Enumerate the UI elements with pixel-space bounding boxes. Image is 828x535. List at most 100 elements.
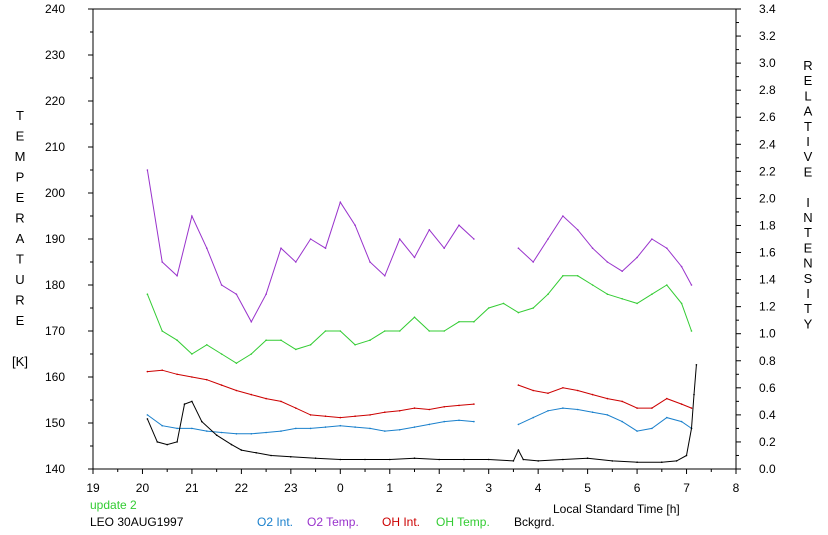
series-point-oh-temp [280,339,282,342]
y-right-label-char: E [804,164,813,179]
y-right-tick-label: 0.0 [759,462,776,476]
series-point-oh-temp [651,293,653,296]
series-point-oh-int [413,407,416,409]
series-point-oh-temp [206,344,208,346]
series-point-oh-temp [666,284,668,286]
series-point-o2-temp [547,238,549,240]
y-right-label-char: V [804,149,813,164]
y-right-tick-label: 1.0 [759,327,776,341]
x-tick-label: 1 [386,481,393,495]
series-point-oh-int [324,415,327,418]
series-point-o2-temp [428,229,431,231]
series-line-o2-int [518,407,692,432]
y-left-label-char: T [16,252,24,267]
series-point-o2-temp [235,293,238,296]
y-left-label-char: P [16,170,25,185]
series-point-o2-int [369,427,371,430]
y-left-label-char: R [15,211,24,226]
series-point-bckgrd [240,449,243,451]
y-left-tick-label: 150 [45,416,65,430]
y-right-label-char: R [803,58,812,73]
series-point-bckgrd [636,461,638,464]
series-point-bckgrd [201,420,203,423]
series-layer [146,169,698,464]
series-point-oh-int [606,397,609,400]
y-left-tick-label: 190 [45,232,65,246]
y-left-tick-label: 170 [45,324,65,338]
series-point-oh-temp [220,353,223,355]
series-point-bckgrd [413,457,416,460]
series-point-bckgrd [191,400,193,403]
series-point-bckgrd [522,458,525,461]
series-point-oh-temp [606,293,609,296]
series-point-bckgrd [690,427,693,430]
series-point-o2-int [651,427,653,430]
series-point-o2-temp [606,261,609,263]
series-point-o2-int [680,420,683,423]
y-right-label-char: T [804,225,812,240]
legend-entry-o2-temp: O2 Temp. [307,515,359,529]
series-point-oh-int [443,406,446,408]
y-left-label-char: E [16,313,25,328]
x-tick-label: 7 [683,481,690,495]
series-point-oh-temp [398,330,401,332]
series-point-oh-int [250,393,253,396]
series-point-o2-temp [458,224,460,226]
y-left-label-char: [K] [12,354,28,369]
y-right-label-char: Y [804,316,813,331]
series-point-oh-temp [324,330,327,332]
series-point-bckgrd [438,458,441,461]
series-point-o2-int [384,430,386,432]
y-left-tick-label: 160 [45,370,65,384]
series-point-oh-temp [576,275,579,277]
series-point-bckgrd [215,434,218,437]
y-left-label-char: E [16,129,25,144]
series-point-oh-temp [309,344,312,346]
series-point-bckgrd [183,403,186,405]
series-point-oh-int [562,387,564,389]
series-point-o2-temp [690,284,693,286]
series-point-o2-int [220,431,223,434]
series-point-bckgrd [230,443,233,446]
series-point-oh-temp [443,330,446,332]
series-point-o2-int [458,419,460,422]
y-right-tick-label: 2.4 [759,137,776,151]
y-left-tick-label: 200 [45,186,65,200]
series-point-oh-temp [161,330,163,332]
series-point-o2-int [428,423,431,426]
y-right-label-char: I [806,134,810,149]
series-point-oh-int [576,389,579,392]
series-point-oh-temp [502,302,505,305]
y-left-label-char: E [16,190,25,205]
series-point-oh-int [339,416,342,419]
series-point-bckgrd [517,449,520,451]
y-left-label-char: M [15,149,26,164]
series-line-o2-temp [146,169,475,323]
x-tick-label: 21 [185,481,199,495]
y-right-label-char: S [804,271,813,286]
y-left-tick-label: 220 [45,94,65,108]
series-point-oh-temp [532,307,534,309]
x-tick-label: 22 [235,481,249,495]
series-point-bckgrd [685,454,688,457]
series-point-o2-temp [206,247,208,249]
series-point-o2-temp [591,247,594,249]
y-right-label-char: A [804,104,813,119]
series-line-bckgrd [146,364,697,463]
series-point-oh-int [220,384,223,386]
series-point-bckgrd [537,460,539,462]
series-point-o2-temp [280,247,282,249]
series-point-bckgrd [675,460,678,462]
series-point-o2-int [636,430,638,432]
y-left-label-char: U [15,272,24,287]
y-left-tick-label: 180 [45,278,65,292]
x-tick-label: 2 [436,481,443,495]
series-point-oh-int [517,384,520,386]
series-point-oh-temp [487,307,490,309]
y-left-label-char: A [16,231,25,246]
y-right-tick-label: 2.8 [759,83,776,97]
series-point-bckgrd [389,458,391,461]
series-point-o2-temp [576,229,579,231]
y-right-tick-label: 1.2 [759,300,776,314]
x-tick-label: 8 [733,481,740,495]
